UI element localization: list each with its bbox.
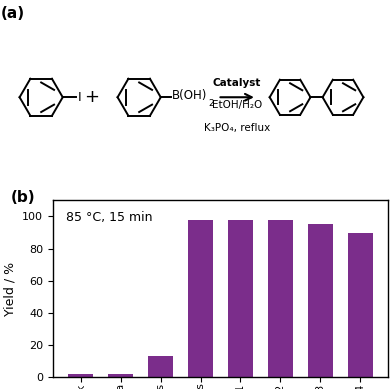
- Text: I: I: [78, 91, 81, 104]
- Text: B(OH): B(OH): [172, 89, 207, 102]
- Bar: [228, 220, 253, 377]
- Bar: [108, 374, 133, 377]
- Bar: [348, 233, 373, 377]
- Text: 85 °C, 15 min: 85 °C, 15 min: [66, 211, 153, 224]
- Text: (a): (a): [1, 6, 25, 21]
- Text: (b): (b): [11, 190, 36, 205]
- Text: +: +: [85, 88, 100, 106]
- Text: K₃PO₄, reflux: K₃PO₄, reflux: [204, 123, 270, 133]
- Text: Catalyst: Catalyst: [213, 77, 261, 88]
- Bar: [308, 224, 333, 377]
- Bar: [68, 374, 93, 377]
- Bar: [268, 220, 293, 377]
- Text: EtOH/H₂O: EtOH/H₂O: [212, 100, 262, 110]
- Bar: [188, 220, 213, 377]
- Text: 2: 2: [209, 98, 214, 108]
- Y-axis label: Yield / %: Yield / %: [4, 262, 16, 316]
- Bar: [148, 356, 173, 377]
